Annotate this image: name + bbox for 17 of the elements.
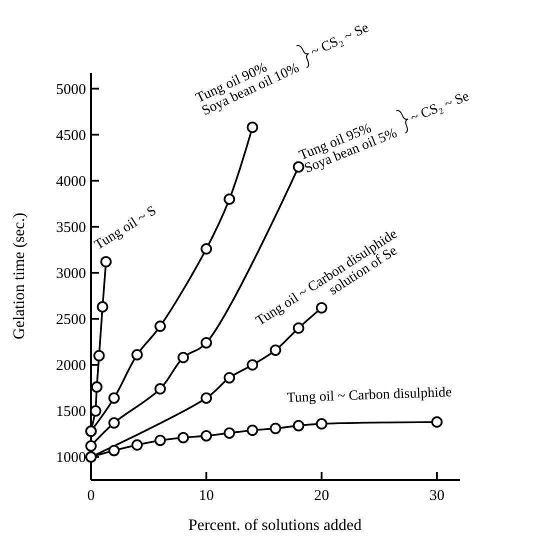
y-tick-label: 2000: [56, 358, 86, 374]
y-tick-label: 1000: [56, 450, 86, 466]
x-tick-label: 20: [314, 488, 330, 504]
y-tick-label: 3500: [56, 220, 86, 236]
y-tick-label: 3000: [56, 266, 86, 282]
y-axis-title: Gelation time (sec.): [11, 212, 28, 340]
series-label: Tung oil ~ Carbon disulphide: [286, 385, 452, 406]
y-tick-label: 4000: [56, 174, 86, 190]
y-tick-label: 1500: [56, 404, 86, 420]
y-tick-label: 5000: [56, 82, 86, 98]
y-tick-label: 2500: [56, 312, 86, 328]
x-tick-label: 10: [198, 488, 214, 504]
y-tick-label: 4500: [56, 128, 86, 144]
x-tick-label: 30: [429, 488, 444, 504]
x-tick-label: 0: [87, 488, 95, 504]
x-axis-title: Percent. of solutions added: [188, 517, 362, 534]
text: Tung oil ~ S: [92, 204, 160, 254]
